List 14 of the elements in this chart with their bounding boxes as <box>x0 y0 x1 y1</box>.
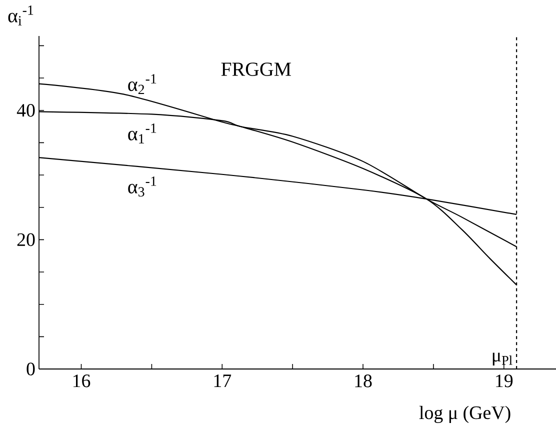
x-tick-label: 17 <box>214 374 232 388</box>
ref-line-label: μ$_{Pl}$ <box>492 352 512 366</box>
series-label: α$_{2}$-1 <box>128 74 156 94</box>
series-label: α$_{3}$-1 <box>128 176 156 197</box>
y-tick-label: 20 <box>17 233 35 246</box>
x-tick-label: 18 <box>355 374 372 388</box>
text: FRGGM <box>221 62 291 76</box>
x-tick-label: 16 <box>73 374 90 388</box>
y-tick-label: 40 <box>16 104 35 117</box>
x-tick-label: 19 <box>496 374 513 388</box>
series-label: α$_{1}$-1 <box>128 124 156 144</box>
y-axis-title: α$_{i}$-1 <box>8 6 34 26</box>
x-axis-title: log μ (GeV) <box>419 406 510 424</box>
y-tick-label: 0 <box>26 362 35 376</box>
